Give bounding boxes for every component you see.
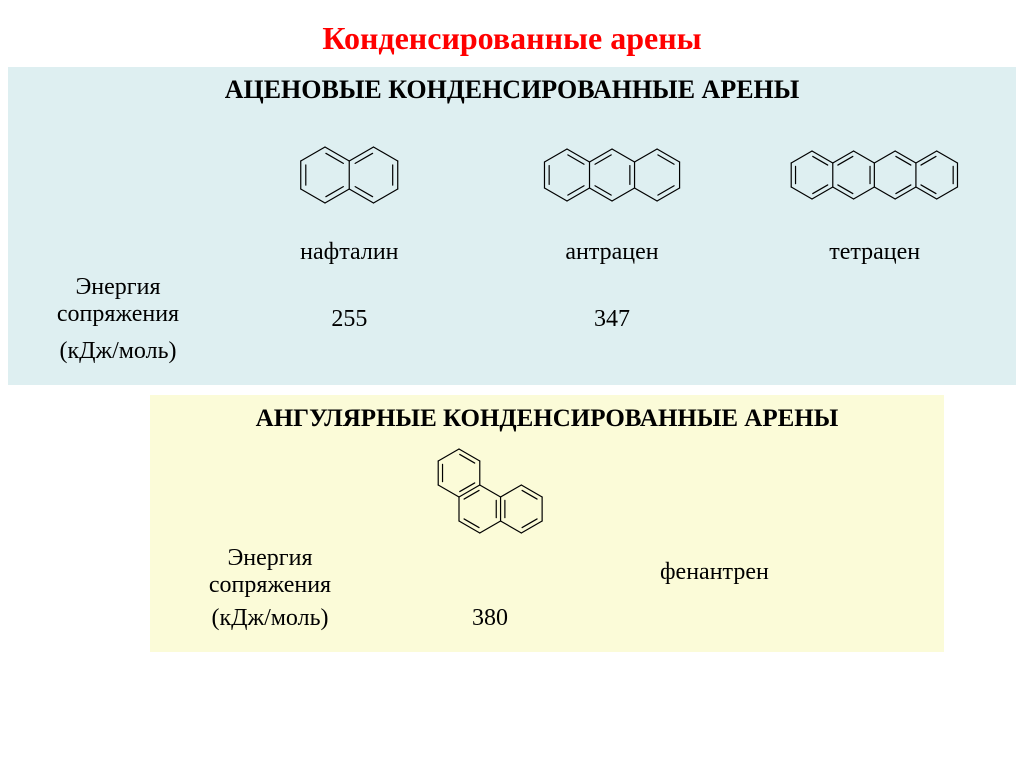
energy-label-l1: Энергия — [18, 274, 218, 301]
tetracene-structure — [743, 115, 1006, 235]
angular-heading: АНГУЛЯРНЫЕ КОНДЕНСИРОВАННЫЕ АРЕНЫ — [160, 405, 934, 433]
angular-energy-label: Энергия сопряжения — [160, 545, 380, 599]
acene-panel: АЦЕНОВЫЕ КОНДЕНСИРОВАННЫЕ АРЕНЫ нафталин… — [8, 67, 1016, 385]
energy-label-l2: сопряжения — [18, 301, 218, 328]
tetracene-name: тетрацен — [743, 239, 1006, 266]
anthracene-structure — [481, 115, 744, 235]
naphthalene-energy: 255 — [218, 306, 481, 333]
naphthalene-name: нафталин — [218, 239, 481, 266]
anthracene-name: антрацен — [481, 239, 744, 266]
angular-energy-label-l1: Энергия — [160, 545, 380, 572]
acene-heading: АЦЕНОВЫЕ КОНДЕНСИРОВАННЫЕ АРЕНЫ — [18, 75, 1006, 105]
anthracene-energy: 347 — [481, 306, 744, 333]
angular-energy-unit: (кДж/моль) — [160, 605, 380, 632]
phenanthrene-energy: 380 — [380, 605, 600, 632]
angular-energy-label-l2: сопряжения — [160, 572, 380, 599]
energy-label: Энергия сопряжения (кДж/моль) — [18, 274, 218, 365]
page-title: Конденсированные арены — [0, 0, 1024, 67]
energy-label-l3: (кДж/моль) — [18, 338, 218, 365]
acene-energy-row: Энергия сопряжения (кДж/моль) 255 347 — [18, 274, 1006, 365]
phenanthrene-name: фенантрен — [600, 559, 934, 586]
acene-names-row: нафталин антрацен тетрацен — [18, 239, 1006, 266]
phenanthrene-structure — [380, 443, 600, 539]
acene-structures-row — [18, 115, 1006, 235]
angular-panel: АНГУЛЯРНЫЕ КОНДЕНСИРОВАННЫЕ АРЕНЫ Энерги… — [150, 395, 944, 652]
naphthalene-structure — [218, 115, 481, 235]
